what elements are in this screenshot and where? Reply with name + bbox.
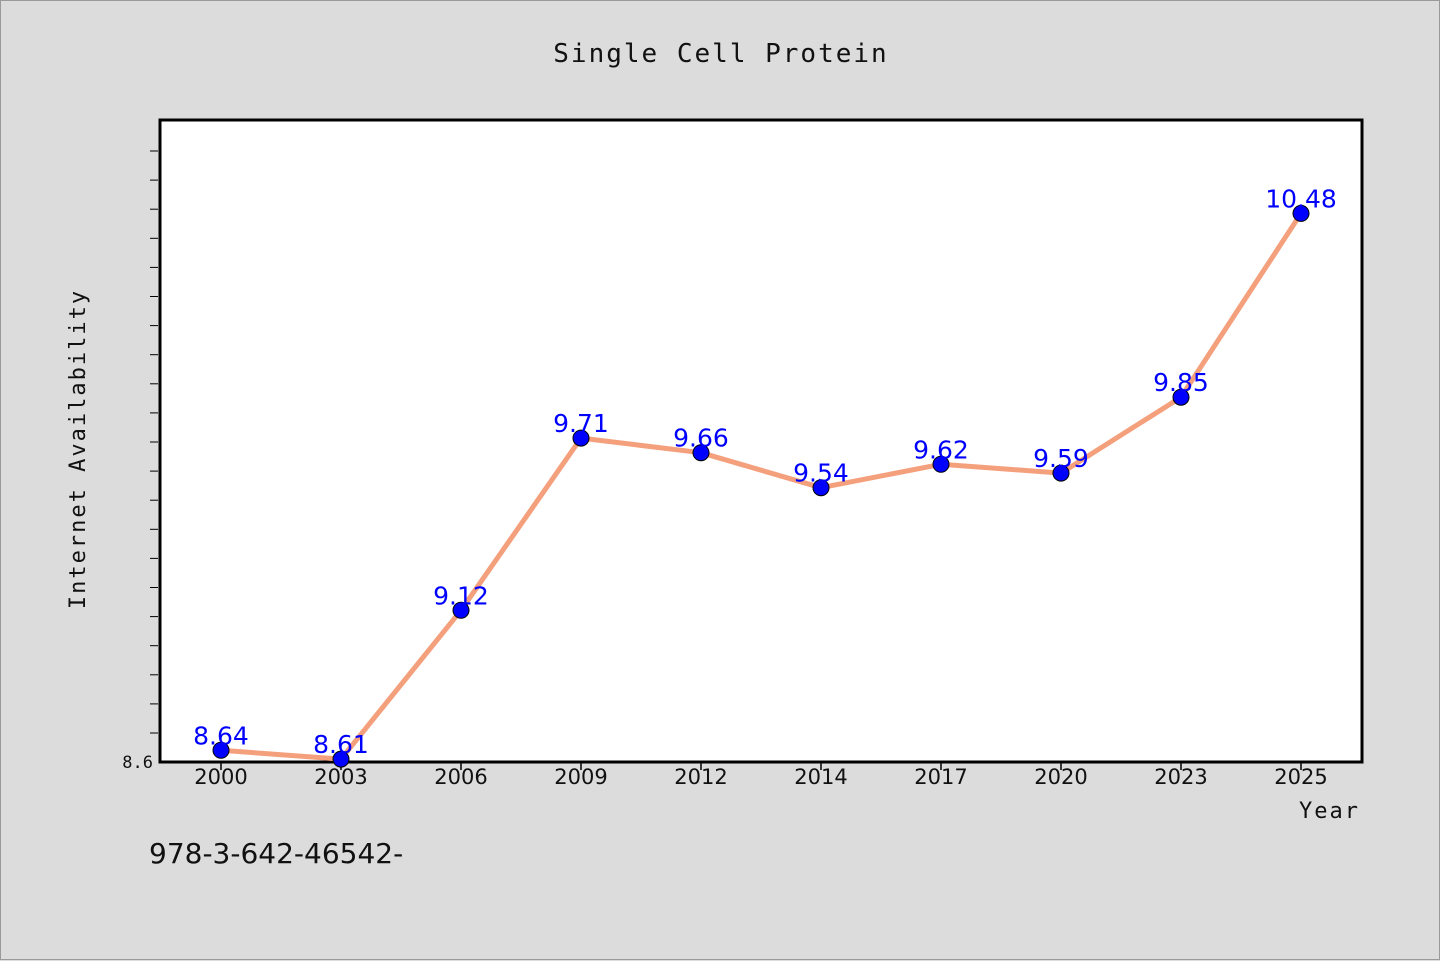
y-axis-minor-ticks xyxy=(150,150,158,734)
x-tick-label: 2023 xyxy=(1154,765,1207,789)
data-point xyxy=(932,455,950,473)
data-point xyxy=(1172,388,1190,406)
data-label: 9.71 xyxy=(553,409,609,438)
data-label: 9.54 xyxy=(793,459,849,488)
chart-title: Single Cell Protein xyxy=(553,39,888,69)
x-tick-label: 2009 xyxy=(554,765,607,789)
series-line xyxy=(220,212,1304,762)
x-tick-label: 2020 xyxy=(1034,765,1087,789)
data-label: 10.48 xyxy=(1265,184,1337,213)
x-tick-label: 2006 xyxy=(434,765,487,789)
x-tick-label: 2000 xyxy=(194,765,247,789)
data-label: 8.61 xyxy=(313,730,369,759)
data-point xyxy=(692,444,710,462)
data-point xyxy=(452,601,470,619)
data-point xyxy=(332,750,350,768)
y-axis-label: Internet Availability xyxy=(66,289,91,609)
footnote-text: 978-3-642-46542- xyxy=(149,837,404,870)
data-label: 8.64 xyxy=(193,721,249,750)
data-point xyxy=(1052,464,1070,482)
plot-area xyxy=(158,118,1364,764)
x-tick-label: 2003 xyxy=(314,765,367,789)
x-tick-label: 2014 xyxy=(794,765,847,789)
data-point xyxy=(572,429,590,447)
data-label: 9.66 xyxy=(673,424,729,453)
data-label: 9.59 xyxy=(1033,444,1089,473)
x-axis-label: Year xyxy=(1299,799,1360,824)
x-tick-label: 2017 xyxy=(914,765,967,789)
data-point xyxy=(1292,204,1310,222)
y-tick-label: 8.6 xyxy=(122,753,153,773)
x-axis-ticks: 2000 2003 2006 2009 2012 2014 2017 2020 2023 2025 xyxy=(194,762,1328,789)
x-tick-label: 2025 xyxy=(1274,765,1327,789)
data-label: 9.62 xyxy=(913,435,969,464)
data-point xyxy=(812,479,830,497)
data-label: 9.12 xyxy=(433,581,489,610)
series-layer: 8.64 8.61 9.12 9.71 9.66 9.54 9.62 9.59 9.85 10.4… xyxy=(193,184,1337,768)
data-label: 9.85 xyxy=(1153,368,1209,397)
x-tick-label: 2012 xyxy=(674,765,727,789)
data-point xyxy=(212,741,230,759)
